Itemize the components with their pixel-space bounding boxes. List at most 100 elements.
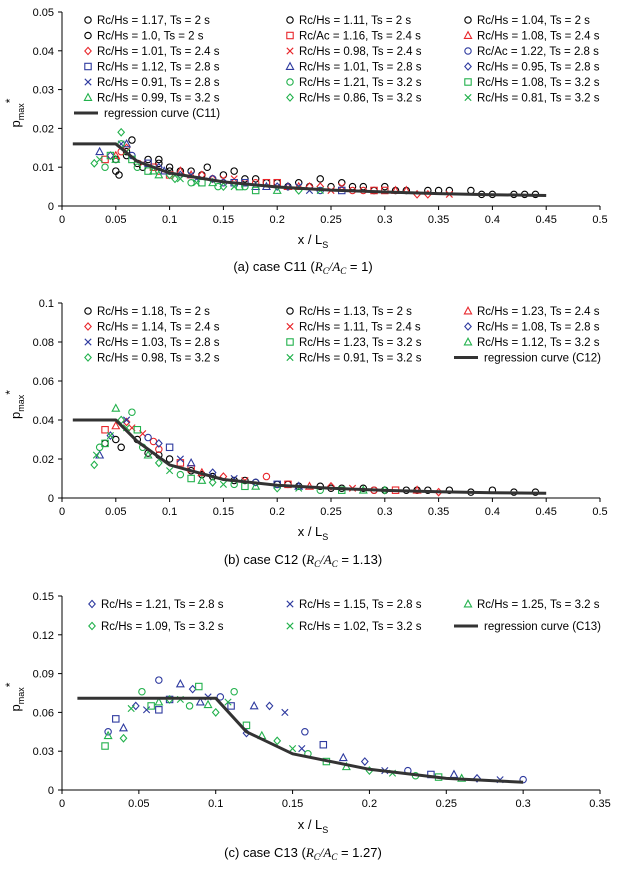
- x-tick-label: 0.35: [428, 506, 449, 518]
- legend-marker: [463, 306, 473, 315]
- data-point: [133, 163, 142, 171]
- legend-marker: [84, 78, 92, 86]
- data-point: [187, 178, 195, 187]
- data-point: [92, 451, 101, 459]
- legend-item: Rc/Hs = 1.14, Ts = 2.4 s: [84, 322, 220, 334]
- data-point: [118, 722, 129, 732]
- x-tick-label: 0.1: [162, 214, 177, 226]
- legend-marker: [84, 46, 92, 56]
- x-tick-label: 0.1: [208, 798, 223, 810]
- data-point: [208, 477, 217, 487]
- legend-label: Rc/Hs = 1.08, Ts = 3.2 s: [477, 77, 600, 89]
- legend-label: Rc/Hs = 1.08, Ts = 2.4 s: [477, 31, 600, 43]
- legend-label: Rc/Hs = 0.98, Ts = 3.2 s: [97, 353, 220, 365]
- legend-marker: [286, 16, 294, 24]
- data-point: [144, 155, 152, 164]
- x-tick-label: 0.3: [515, 798, 530, 810]
- legend-label: Rc/Hs = 0.86, Ts = 3.2 s: [299, 93, 422, 105]
- legend-marker: [286, 31, 294, 40]
- data-point: [273, 736, 282, 746]
- data-point: [224, 698, 232, 706]
- legend-item: Rc/Hs = 1.01, Ts = 2.4 s: [84, 46, 220, 58]
- data-point: [208, 177, 218, 187]
- data-point: [281, 708, 289, 716]
- legend-item: regression curve (C13): [454, 621, 601, 633]
- data-point: [298, 745, 306, 753]
- legend-label: Rc/Hs = 1.23, Ts = 3.2 s: [299, 337, 422, 349]
- data-point: [144, 433, 152, 442]
- legend-item: Rc/Hs = 0.98, Ts = 3.2 s: [84, 353, 220, 365]
- x-tick-label: 0.1: [162, 506, 177, 518]
- legend-marker: [84, 322, 92, 331]
- legend-item: regression curve (C12): [454, 353, 601, 365]
- legend-marker: [464, 16, 472, 24]
- data-point: [284, 182, 292, 192]
- data-point: [249, 700, 259, 710]
- data-point: [128, 408, 136, 416]
- legend-label: Rc/Hs = 1.11, Ts = 2.4 s: [299, 322, 421, 334]
- legend-item: Rc/Hs = 1.23, Ts = 3.2 s: [286, 337, 422, 349]
- legend-marker: [463, 337, 473, 346]
- chart-panel-2: 0 0.05 0.1 0.15 0.2 0.25 0.3 0.35 0.4 0.45 0.5 0 0.0…: [3, 298, 608, 569]
- data-point: [106, 151, 115, 160]
- data-point: [155, 155, 163, 164]
- y-axis-label: pmax*: [3, 98, 26, 127]
- legend-marker: [84, 16, 92, 24]
- x-tick-label: 0.45: [535, 214, 556, 226]
- chart-panel-3: 0 0.05 0.1 0.15 0.2 0.25 0.3 0.35 0 0.03 0.06 0.09 0…: [3, 591, 611, 862]
- legend-label: regression curve (C13): [484, 621, 601, 633]
- legend-marker: [84, 338, 92, 346]
- y-tick-label: 0.04: [33, 415, 54, 427]
- legend-item: Rc/Ac = 1.22, Ts = 2.8 s: [464, 46, 599, 58]
- data-point: [142, 706, 151, 714]
- data-point: [338, 752, 348, 762]
- data-points: [90, 403, 540, 497]
- legend: Rc/Hs = 1.17, Ts = 2 s Rc/Hs = 1.11, Ts =…: [74, 15, 600, 120]
- y-tick-label: 0: [48, 201, 54, 213]
- legend-label: regression curve (C11): [104, 108, 220, 120]
- legend-label: Rc/Hs = 1.18, Ts = 2 s: [97, 306, 210, 318]
- data-point: [188, 684, 197, 694]
- legend-label: Rc/Hs = 1.02, Ts = 3.2 s: [299, 621, 422, 633]
- data-point: [101, 155, 109, 164]
- legend-item: Rc/Hs = 1.13, Ts = 2 s: [286, 306, 412, 318]
- legend-item: Rc/Ac = 1.16, Ts = 2.4 s: [286, 31, 421, 43]
- x-tick-label: 0: [59, 214, 65, 226]
- x-axis-label: x / LS: [298, 524, 329, 542]
- legend-item: Rc/Hs = 1.08, Ts = 2.8 s: [464, 322, 600, 334]
- data-point: [195, 682, 203, 691]
- legend: Rc/Hs = 1.21, Ts = 2.8 s Rc/Hs = 1.15, Ts…: [88, 599, 601, 633]
- x-tick-label: 0.25: [436, 798, 457, 810]
- data-point: [103, 730, 113, 740]
- data-point: [147, 702, 155, 710]
- legend-item: Rc/Hs = 0.91, Ts = 2.8 s: [84, 77, 220, 89]
- legend-label: regression curve (C12): [484, 353, 601, 365]
- x-tick-label: 0.15: [213, 506, 234, 518]
- x-tick-label: 0.4: [485, 214, 500, 226]
- data-point: [128, 136, 136, 144]
- legend-label: Rc/Hs = 1.21, Ts = 2.8 s: [101, 599, 224, 611]
- legend-item: Rc/Hs = 0.98, Ts = 2.4 s: [286, 46, 422, 58]
- regression-curve: [72, 418, 547, 495]
- legend-marker: [286, 600, 294, 608]
- data-point: [519, 775, 527, 784]
- data-point: [251, 481, 261, 490]
- y-axis-label: pmax*: [3, 682, 26, 711]
- data-point: [230, 167, 238, 175]
- data-point: [138, 687, 146, 696]
- data-point: [241, 175, 249, 183]
- x-tick-label: 0.15: [213, 214, 234, 226]
- x-tick-label: 0.05: [105, 506, 126, 518]
- y-tick-label: 0.03: [33, 85, 54, 97]
- data-point: [111, 420, 121, 430]
- data-point: [288, 745, 297, 753]
- data-point: [165, 443, 174, 452]
- legend-marker: [84, 307, 92, 315]
- figure-caption: (b) case C12 (RC/AC = 1.13): [224, 552, 382, 569]
- y-tick-label: 0.1: [39, 298, 54, 310]
- data-point: [90, 158, 99, 168]
- chart-panel-1: 0 0.05 0.1 0.15 0.2 0.25 0.3 0.35 0.4 0.45 0.5 0 0.0…: [3, 7, 608, 276]
- legend-label: Rc/Hs = 0.91, Ts = 3.2 s: [299, 353, 422, 365]
- legend-label: Rc/Hs = 1.01, Ts = 2.8 s: [299, 62, 422, 74]
- data-point: [148, 166, 158, 175]
